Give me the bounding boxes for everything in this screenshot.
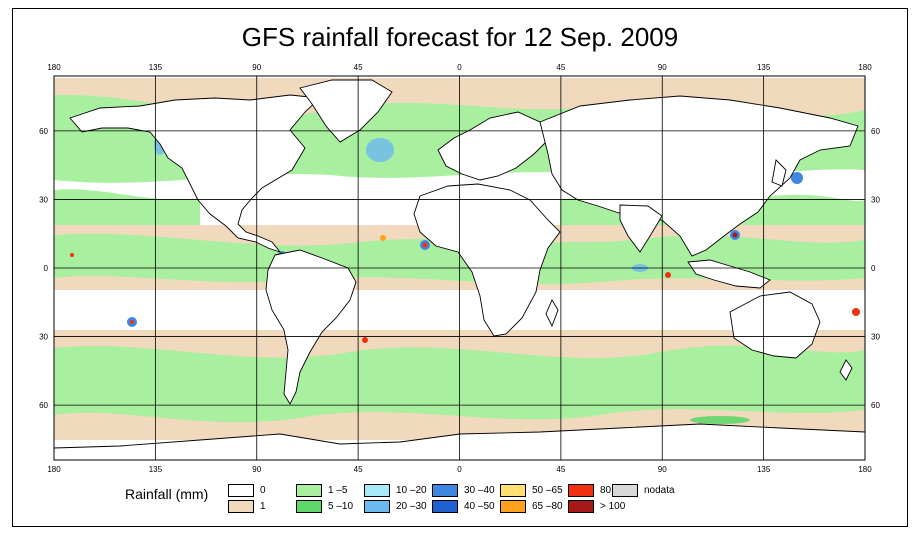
legend-item: 20 –30 bbox=[364, 500, 427, 513]
longitude-labels-bottom: 180 135 90 45 0 45 90 135 180 bbox=[47, 465, 872, 474]
rain-band-subtropic-west bbox=[54, 189, 200, 225]
longitude-tick-label: 180 bbox=[858, 63, 872, 72]
legend-swatch bbox=[364, 500, 390, 513]
longitude-tick-label: 180 bbox=[47, 465, 61, 474]
legend-swatch bbox=[568, 484, 594, 497]
storm-cell bbox=[362, 337, 368, 343]
longitude-tick-label: 135 bbox=[149, 465, 163, 474]
storm-cell bbox=[732, 232, 738, 238]
latitude-tick-label: 60 bbox=[871, 127, 880, 136]
storm-cell bbox=[130, 320, 134, 324]
legend-swatch bbox=[296, 500, 322, 513]
longitude-tick-label: 90 bbox=[252, 63, 261, 72]
latitude-tick-label: 30 bbox=[39, 195, 48, 204]
legend-swatch bbox=[228, 500, 254, 513]
storm-cell bbox=[791, 172, 803, 184]
legend-item: > 100 bbox=[568, 500, 625, 513]
legend-item: 1 –5 bbox=[296, 484, 347, 497]
longitude-tick-label: 0 bbox=[457, 63, 462, 72]
rain-cell-blue bbox=[366, 138, 394, 162]
landmass-africa bbox=[413, 183, 561, 337]
latitude-tick-label: 60 bbox=[39, 127, 48, 136]
legend-item: 10 –20 bbox=[364, 484, 427, 497]
legend-item: nodata bbox=[612, 484, 675, 497]
legend-label: 40 –50 bbox=[464, 501, 495, 512]
longitude-tick-label: 90 bbox=[252, 465, 261, 474]
rain-cell-blue bbox=[690, 416, 750, 424]
landmass-europe bbox=[437, 111, 549, 181]
legend-label: nodata bbox=[644, 485, 675, 496]
legend-label: > 100 bbox=[600, 501, 626, 512]
latitude-tick-label: 0 bbox=[871, 264, 876, 273]
storm-cell bbox=[665, 272, 671, 278]
legend-label: 5 –10 bbox=[328, 501, 354, 512]
latitude-tick-label: 30 bbox=[39, 333, 48, 342]
longitude-tick-label: 180 bbox=[858, 465, 872, 474]
legend-label: 50 –65 bbox=[532, 485, 563, 496]
landmass-south-america bbox=[265, 249, 357, 405]
storm-cell bbox=[422, 242, 428, 248]
latitude-labels-left: 60 30 0 30 60 bbox=[39, 127, 48, 410]
latitude-tick-label: 60 bbox=[871, 401, 880, 410]
landmass-new-zealand bbox=[839, 359, 853, 381]
longitude-tick-label: 135 bbox=[757, 465, 771, 474]
landmass-madagascar bbox=[545, 299, 559, 328]
legend-label: 30 –40 bbox=[464, 485, 495, 496]
storm-cell bbox=[852, 308, 860, 316]
storm-cell bbox=[380, 235, 386, 241]
landmass-asia bbox=[539, 95, 859, 257]
legend-swatch bbox=[228, 484, 254, 497]
legend-label: 1 –5 bbox=[328, 485, 348, 496]
legend-swatch bbox=[296, 484, 322, 497]
legend-item: 30 –40 bbox=[432, 484, 495, 497]
longitude-tick-label: 45 bbox=[556, 63, 565, 72]
landmass-india bbox=[619, 204, 663, 253]
latitude-tick-label: 30 bbox=[871, 333, 880, 342]
landmass-greenland bbox=[299, 79, 393, 143]
longitude-tick-label: 135 bbox=[149, 63, 163, 72]
legend-item: 5 –10 bbox=[296, 500, 353, 513]
latitude-tick-label: 60 bbox=[39, 401, 48, 410]
storm-cell bbox=[70, 253, 74, 257]
longitude-tick-label: 180 bbox=[47, 63, 61, 72]
legend-item: 50 –65 bbox=[500, 484, 563, 497]
landmass-australia bbox=[729, 291, 821, 359]
legend-label: 1 bbox=[260, 501, 266, 512]
landmass-north-america bbox=[69, 94, 322, 253]
longitude-labels-top: 180 135 90 45 0 45 90 135 180 bbox=[47, 63, 872, 72]
landmass-southeast-asia bbox=[687, 259, 771, 289]
legend-swatch bbox=[500, 484, 526, 497]
legend-swatch bbox=[612, 484, 638, 497]
longitude-tick-label: 135 bbox=[757, 63, 771, 72]
legend-item: 40 –50 bbox=[432, 500, 495, 513]
legend-title: Rainfall (mm) bbox=[125, 486, 209, 502]
longitude-tick-label: 45 bbox=[556, 465, 565, 474]
map-border bbox=[53, 75, 866, 461]
legend-label: 20 –30 bbox=[396, 501, 427, 512]
legend-label: 65 –80 bbox=[532, 501, 563, 512]
landmass-japan bbox=[771, 159, 787, 187]
page-title: GFS rainfall forecast for 12 Sep. 2009 bbox=[241, 22, 679, 52]
longitude-tick-label: 45 bbox=[354, 465, 363, 474]
longitude-tick-label: 90 bbox=[658, 465, 667, 474]
legend-item: 65 –80 bbox=[500, 500, 563, 513]
legend-swatch bbox=[500, 500, 526, 513]
legend-swatch bbox=[568, 500, 594, 513]
longitude-tick-label: 0 bbox=[457, 465, 462, 474]
legend-swatch bbox=[432, 484, 458, 497]
longitude-tick-label: 90 bbox=[658, 63, 667, 72]
latitude-tick-label: 30 bbox=[871, 195, 880, 204]
legend-swatch bbox=[432, 500, 458, 513]
graticule bbox=[54, 76, 865, 460]
legend-swatch bbox=[364, 484, 390, 497]
legend-label: 0 bbox=[260, 485, 266, 496]
latitude-tick-label: 0 bbox=[44, 264, 49, 273]
legend-label: 10 –20 bbox=[396, 485, 427, 496]
latitude-labels-right: 60 30 0 30 60 bbox=[871, 127, 880, 410]
legend-item: 0 bbox=[228, 484, 266, 497]
longitude-tick-label: 45 bbox=[354, 63, 363, 72]
legend-item: 1 bbox=[228, 500, 266, 513]
map-body bbox=[54, 76, 865, 460]
